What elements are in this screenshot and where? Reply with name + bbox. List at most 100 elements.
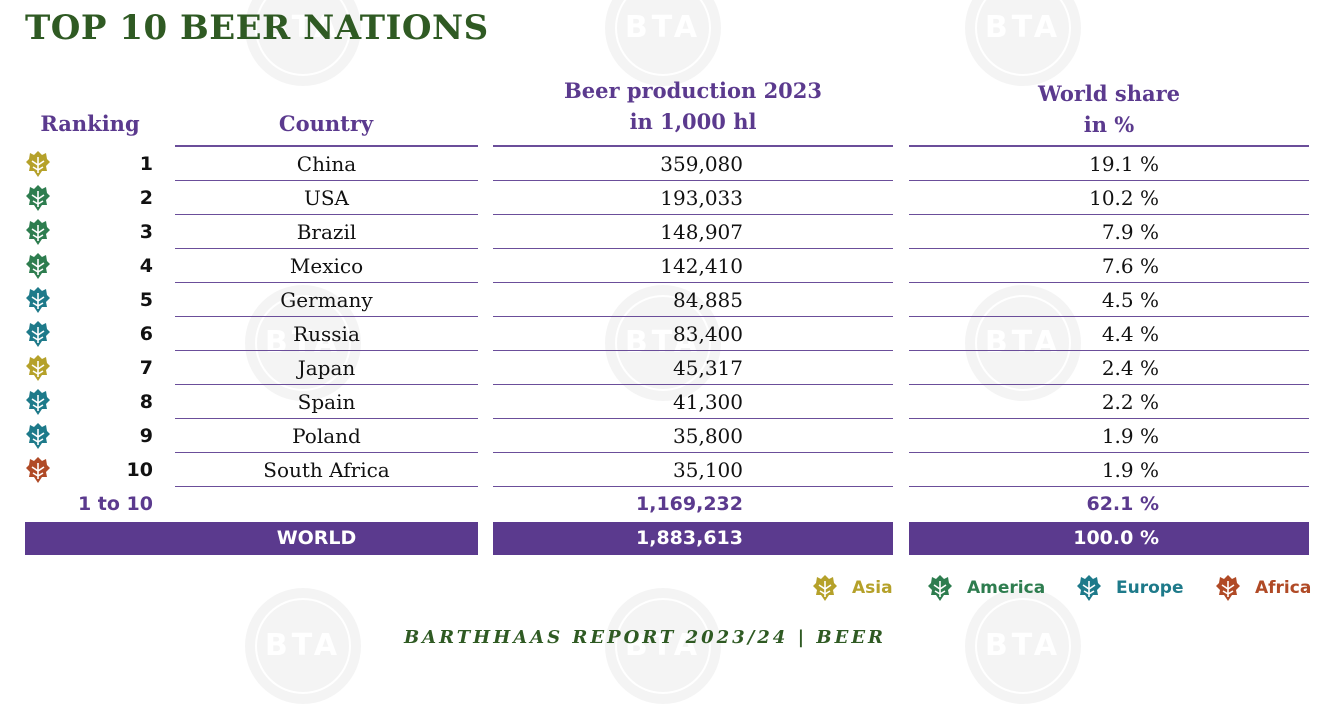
row-divider <box>175 350 478 351</box>
row-divider <box>909 214 1309 215</box>
rank-cell: 2 <box>139 187 153 209</box>
country-cell: South Africa <box>263 458 390 482</box>
country-cell: Germany <box>280 288 373 312</box>
rank-cell: 4 <box>139 255 153 277</box>
header-production-line2: in 1,000 hl <box>629 109 757 134</box>
production-cell: 41,300 <box>673 390 743 414</box>
production-cell: 45,317 <box>673 356 743 380</box>
world-production: 1,883,613 <box>636 527 743 549</box>
hop-icon <box>25 150 51 178</box>
production-cell: 193,033 <box>660 186 743 210</box>
row-divider <box>493 316 893 317</box>
hop-icon <box>25 354 51 382</box>
row-divider <box>175 282 478 283</box>
header-production: Beer production 2023 in 1,000 hl <box>493 75 893 137</box>
header-share-line2: in % <box>1083 112 1135 137</box>
legend-label: Africa <box>1255 578 1312 598</box>
production-cell: 83,400 <box>673 322 743 346</box>
share-cell: 1.9 % <box>1101 424 1159 448</box>
world-label: WORLD <box>276 527 357 549</box>
row-divider <box>175 180 478 181</box>
share-cell: 19.1 % <box>1089 152 1159 176</box>
country-cell: Russia <box>293 322 360 346</box>
watermark-logo: BTA <box>245 285 361 401</box>
row-divider <box>493 282 893 283</box>
production-cell: 148,907 <box>660 220 743 244</box>
footer-source: BARTHHAAS REPORT 2023/24 | BEER <box>403 627 887 648</box>
row-divider <box>493 248 893 249</box>
rank-cell: 10 <box>126 459 153 481</box>
row-divider <box>909 384 1309 385</box>
production-cell: 142,410 <box>660 254 743 278</box>
subtotal-production: 1,169,232 <box>636 493 743 515</box>
row-divider <box>175 418 478 419</box>
row-divider <box>493 350 893 351</box>
hop-icon <box>1215 574 1241 602</box>
share-cell: 10.2 % <box>1089 186 1159 210</box>
row-divider <box>909 316 1309 317</box>
row-divider <box>175 384 478 385</box>
header-share: World share in % <box>909 78 1309 140</box>
hop-icon <box>25 286 51 314</box>
watermark-logo: BTA <box>245 0 361 86</box>
row-divider <box>493 214 893 215</box>
hop-icon <box>25 252 51 280</box>
hop-icon <box>25 320 51 348</box>
world-share-bar: 100.0 % <box>909 522 1309 555</box>
row-divider <box>493 180 893 181</box>
hop-icon <box>927 574 953 602</box>
production-cell: 359,080 <box>660 152 743 176</box>
country-cell: Spain <box>297 390 356 414</box>
share-cell: 2.2 % <box>1101 390 1159 414</box>
world-label-bar: WORLD <box>25 522 478 555</box>
row-divider <box>175 248 478 249</box>
country-cell: Poland <box>292 424 361 448</box>
row-divider <box>909 282 1309 283</box>
hop-icon <box>1076 574 1102 602</box>
row-divider <box>909 248 1309 249</box>
hop-icon <box>812 574 838 602</box>
page-title: TOP 10 BEER NATIONS <box>25 8 489 48</box>
row-divider <box>909 418 1309 419</box>
row-divider <box>909 180 1309 181</box>
row-divider <box>175 486 478 487</box>
share-cell: 7.9 % <box>1101 220 1159 244</box>
row-divider <box>493 486 893 487</box>
legend-label: Asia <box>852 578 893 598</box>
row-divider <box>175 316 478 317</box>
header-divider <box>493 145 893 147</box>
watermark-logo: BTA <box>965 0 1081 86</box>
rank-cell: 3 <box>139 221 153 243</box>
legend-label: Europe <box>1116 578 1184 598</box>
hop-icon <box>25 184 51 212</box>
share-cell: 7.6 % <box>1101 254 1159 278</box>
watermark-logo: BTA <box>965 285 1081 401</box>
rank-cell: 1 <box>139 153 153 175</box>
watermark-logo: BTA <box>605 0 721 86</box>
production-cell: 35,800 <box>673 424 743 448</box>
share-cell: 2.4 % <box>1101 356 1159 380</box>
hop-icon <box>25 456 51 484</box>
header-share-line1: World share <box>1037 81 1181 106</box>
rank-cell: 5 <box>139 289 153 311</box>
watermark-logo: BTA <box>605 285 721 401</box>
row-divider <box>493 418 893 419</box>
world-production-bar: 1,883,613 <box>493 522 893 555</box>
row-divider <box>493 452 893 453</box>
header-country: Country <box>175 108 477 139</box>
rank-cell: 7 <box>139 357 153 379</box>
subtotal-label: 1 to 10 <box>77 493 153 515</box>
hop-icon <box>25 218 51 246</box>
row-divider <box>493 384 893 385</box>
production-cell: 84,885 <box>673 288 743 312</box>
country-cell: China <box>296 152 357 176</box>
header-divider <box>909 145 1309 147</box>
production-cell: 35,100 <box>673 458 743 482</box>
country-cell: Mexico <box>289 254 364 278</box>
share-cell: 4.5 % <box>1101 288 1159 312</box>
header-production-line1: Beer production 2023 <box>563 78 823 103</box>
share-cell: 4.4 % <box>1101 322 1159 346</box>
row-divider <box>909 486 1309 487</box>
country-cell: Japan <box>297 356 356 380</box>
header-ranking-label: Ranking <box>40 111 140 136</box>
